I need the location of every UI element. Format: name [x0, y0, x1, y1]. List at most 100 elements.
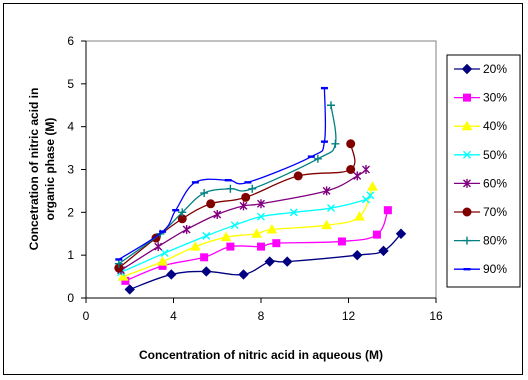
x-tick-label: 0 — [83, 309, 90, 323]
legend-marker — [463, 93, 471, 102]
y-tick-label: 6 — [67, 34, 74, 48]
data-point — [366, 191, 375, 200]
x-tick-label: 16 — [429, 309, 443, 323]
y-tick-label: 1 — [67, 248, 74, 262]
data-point — [331, 139, 340, 148]
y-axis-title-line-2: organic phase (M) — [43, 118, 57, 221]
data-point — [257, 242, 265, 251]
data-point — [239, 201, 248, 211]
x-tick-label: 8 — [258, 309, 265, 323]
data-point — [182, 224, 191, 234]
data-point — [244, 181, 252, 184]
y-tick-label: 2 — [67, 205, 74, 219]
data-point — [115, 258, 123, 261]
legend-box — [446, 54, 521, 288]
data-point — [293, 171, 303, 181]
data-point — [378, 245, 389, 257]
legend-entry: 50% — [454, 148, 507, 162]
x-tick-label: 12 — [342, 309, 356, 323]
series-70pct — [114, 139, 356, 273]
data-point — [313, 154, 322, 163]
x-axis-title: Concentration of nitric acid in aqueous … — [139, 348, 383, 362]
legend-marker — [461, 63, 473, 75]
data-point — [362, 165, 370, 174]
legend-label: 20% — [483, 62, 507, 76]
series-30pct — [121, 206, 392, 285]
legend-marker — [462, 207, 472, 217]
data-point — [320, 140, 328, 143]
legend-entry: 20% — [454, 62, 507, 76]
y-tick-label: 5 — [67, 77, 74, 91]
legend-label: 50% — [483, 148, 507, 162]
data-point — [226, 184, 235, 193]
data-point — [337, 237, 346, 246]
data-point — [213, 209, 222, 219]
data-point — [307, 155, 315, 158]
legend-entry: 30% — [454, 91, 507, 105]
data-point — [200, 189, 209, 198]
data-point — [352, 249, 363, 261]
data-point — [124, 284, 135, 295]
data-point — [354, 211, 365, 221]
data-point — [395, 228, 407, 239]
legend-entry: 90% — [454, 262, 507, 276]
legend: 20% 30% 40% 50% 60% 70% 80% 90% — [454, 62, 507, 276]
legend-entry: 70% — [454, 205, 507, 219]
data-point — [230, 221, 239, 230]
legend-label: 80% — [483, 234, 507, 248]
series-20pct — [124, 228, 407, 295]
y-axis-title: Concetration of nitric acid in organic p… — [27, 88, 57, 251]
data-point — [178, 208, 187, 217]
data-point — [248, 184, 257, 193]
data-point — [372, 230, 381, 239]
y-tick-label: 4 — [67, 120, 74, 134]
y-axis-title-line-1: Concetration of nitric acid in — [27, 88, 41, 251]
data-point — [172, 208, 180, 212]
data-point — [202, 231, 211, 240]
legend-label: 60% — [483, 176, 507, 190]
data-point — [114, 259, 123, 268]
data-point — [383, 206, 392, 215]
series-60pct — [117, 165, 370, 275]
data-point — [289, 208, 298, 217]
data-point — [159, 230, 167, 233]
data-point — [226, 242, 235, 251]
data-point — [166, 269, 177, 280]
legend-entry: 80% — [454, 234, 507, 248]
data-point — [154, 242, 163, 252]
series-layer — [114, 86, 407, 295]
y-tick-label: 3 — [67, 163, 74, 177]
data-point — [346, 139, 356, 149]
legend-label: 90% — [483, 262, 507, 276]
data-point — [206, 199, 216, 209]
legend-marker — [463, 268, 471, 271]
legend-marker — [461, 120, 473, 131]
data-point — [257, 212, 265, 221]
legend-entry: 40% — [454, 119, 507, 133]
series-80pct — [114, 101, 340, 268]
data-point — [257, 199, 265, 209]
data-point — [157, 256, 168, 266]
data-point — [327, 101, 335, 110]
legend-label: 40% — [483, 119, 507, 133]
data-point — [190, 241, 201, 251]
y-tick-label: 0 — [67, 291, 74, 305]
legend-marker — [463, 150, 471, 159]
data-point — [321, 219, 332, 230]
data-point — [117, 271, 129, 281]
data-point — [353, 171, 362, 181]
data-point — [272, 239, 281, 248]
data-point — [201, 266, 212, 277]
legend-label: 30% — [483, 91, 507, 105]
x-tick-label: 4 — [170, 309, 177, 323]
data-point — [200, 253, 209, 262]
data-point — [191, 181, 199, 184]
data-point — [327, 204, 335, 213]
data-point — [264, 256, 275, 267]
data-point — [282, 256, 293, 267]
data-point — [241, 192, 251, 202]
legend-marker — [463, 236, 471, 245]
series-90pct — [115, 86, 328, 261]
